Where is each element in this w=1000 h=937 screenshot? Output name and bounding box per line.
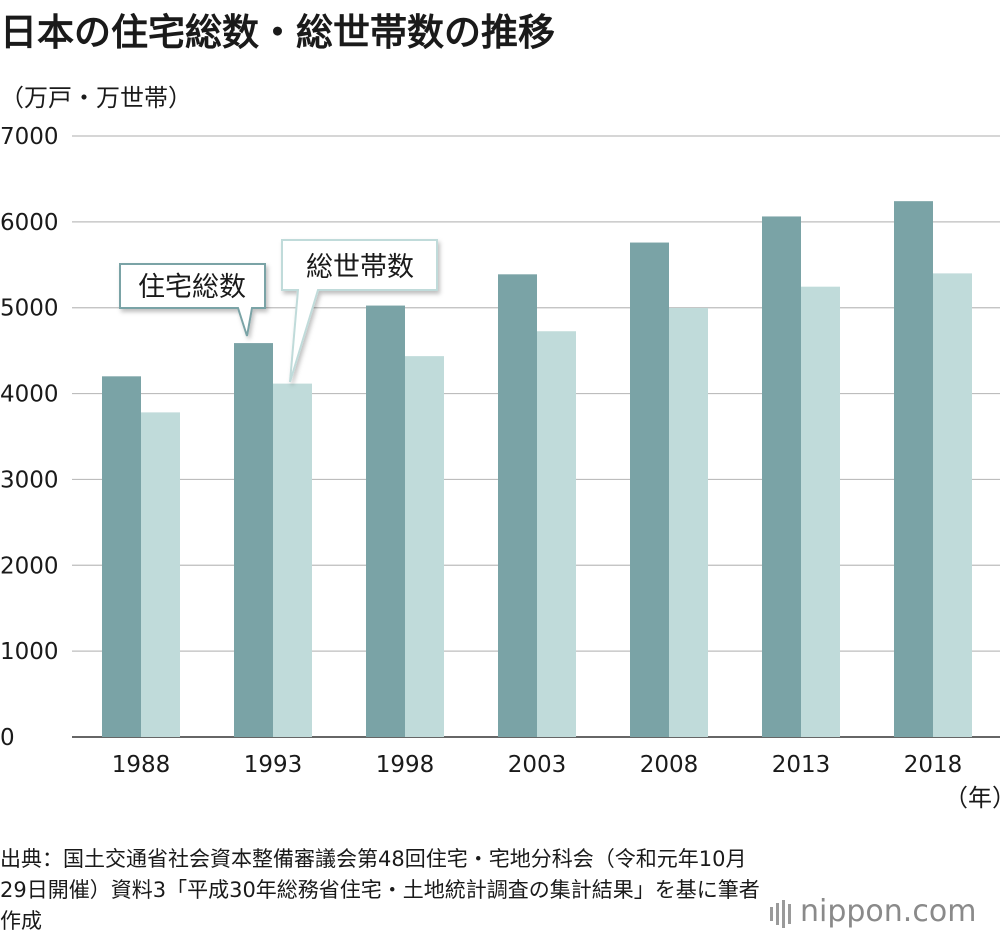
bars bbox=[102, 201, 972, 738]
logo-bars-icon bbox=[770, 895, 794, 930]
chart-title: 日本の住宅総数・総世帯数の推移 bbox=[0, 11, 555, 54]
legend-label-housing: 住宅総数 bbox=[138, 272, 246, 303]
x-axis-unit-label: （年） bbox=[944, 784, 1000, 812]
bar-housing bbox=[894, 201, 933, 737]
nippon-logo: nippon.com bbox=[770, 894, 976, 930]
y-tick-label: 1000 bbox=[0, 639, 59, 665]
bar-households bbox=[933, 273, 972, 737]
bar-households bbox=[801, 286, 840, 737]
y-axis-ticks: 0 1000 2000 3000 4000 5000 6000 7000 bbox=[0, 124, 59, 751]
legend-label-households: 総世帯数 bbox=[306, 252, 414, 283]
legend-callout-housing: 住宅総数 bbox=[119, 263, 266, 337]
logo-text: nippon.com bbox=[800, 894, 977, 929]
y-tick-label: 4000 bbox=[0, 382, 59, 408]
x-tick-label: 2018 bbox=[904, 752, 963, 778]
bar-households bbox=[141, 412, 180, 737]
bar-housing bbox=[366, 305, 405, 737]
source-note: 出典：国土交通省社会資本整備審議会第48回住宅・宅地分科会（令和元年10月29日… bbox=[0, 847, 760, 933]
y-tick-label: 6000 bbox=[0, 210, 59, 236]
bar-households bbox=[273, 383, 312, 737]
bar-households bbox=[537, 331, 576, 737]
bar-housing bbox=[102, 376, 141, 737]
y-axis-unit-label: （万戸・万世帯） bbox=[0, 84, 192, 112]
bar-housing bbox=[630, 242, 669, 738]
bar-housing bbox=[234, 343, 273, 737]
x-tick-label: 2013 bbox=[772, 752, 831, 778]
y-tick-label: 5000 bbox=[0, 296, 59, 322]
y-tick-label: 0 bbox=[0, 725, 15, 751]
bar-housing bbox=[762, 216, 801, 738]
legend-callout-households: 総世帯数 bbox=[281, 239, 438, 383]
x-tick-label: 1988 bbox=[112, 752, 171, 778]
bar-households bbox=[405, 356, 444, 737]
x-tick-label: 1993 bbox=[244, 752, 303, 778]
x-tick-label: 2003 bbox=[508, 752, 567, 778]
bar-households bbox=[669, 307, 708, 737]
x-tick-label: 1998 bbox=[376, 752, 435, 778]
y-tick-label: 7000 bbox=[0, 124, 59, 150]
y-tick-label: 3000 bbox=[0, 467, 59, 493]
y-tick-label: 2000 bbox=[0, 553, 59, 579]
legend-callouts: 住宅総数 総世帯数 bbox=[119, 239, 438, 383]
bar-housing bbox=[498, 274, 537, 737]
x-axis-ticks: 1988 1993 1998 2003 2008 2013 2018 bbox=[112, 752, 963, 778]
x-tick-label: 2008 bbox=[640, 752, 699, 778]
